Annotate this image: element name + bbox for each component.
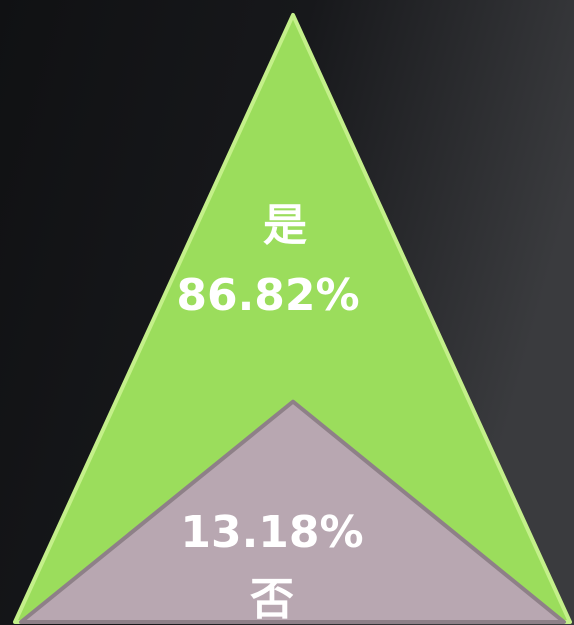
value-label: 13.18% [180,507,363,558]
category-label: 是 [263,200,307,251]
triangle [19,399,566,624]
category-label: 否 [250,574,294,625]
value-label: 86.82% [176,270,359,321]
